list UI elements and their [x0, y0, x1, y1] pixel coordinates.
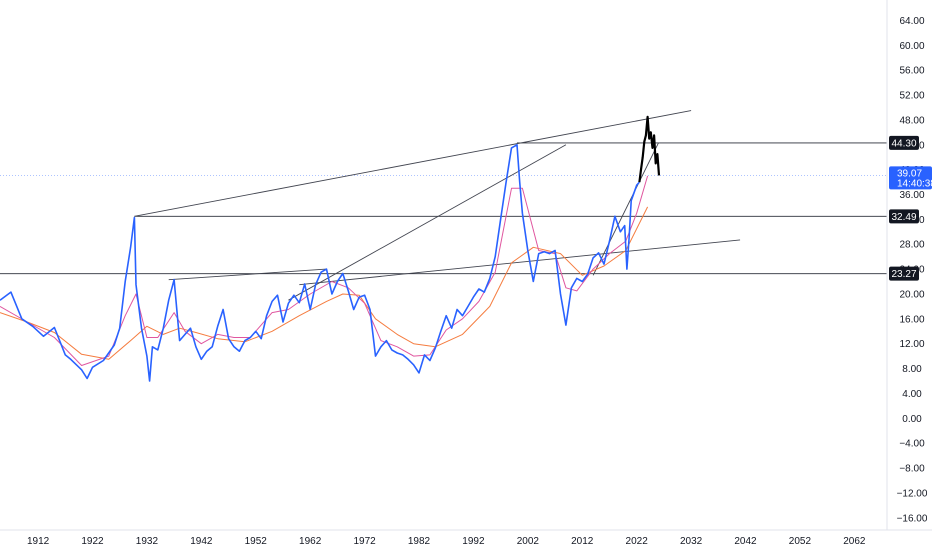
y-tick-label: −16.00 — [897, 513, 928, 524]
y-tick-label: 4.00 — [902, 389, 922, 400]
y-tick-label: 0.00 — [902, 414, 922, 425]
trendline-2[interactable] — [168, 268, 327, 281]
x-tick-label: 2052 — [789, 536, 812, 547]
x-tick-label: 1982 — [408, 536, 431, 547]
trendline-4[interactable] — [299, 239, 741, 286]
y-tick-label: 48.00 — [899, 115, 924, 126]
y-tick-label: −8.00 — [899, 464, 925, 475]
y-tick-label: 64.00 — [899, 16, 924, 27]
y-tick-label: 8.00 — [902, 364, 922, 375]
y-tick-label: 16.00 — [899, 314, 924, 325]
x-tick-label: 2062 — [843, 536, 866, 547]
x-tick-label: 1962 — [299, 536, 322, 547]
trendline-1[interactable] — [134, 110, 692, 217]
y-tick-label: 28.00 — [899, 240, 924, 251]
x-tick-label: 2012 — [571, 536, 594, 547]
x-tick-label: 1932 — [136, 536, 159, 547]
last-price-value: 39.07 — [897, 168, 922, 179]
price-label-badge — [889, 135, 919, 150]
bar-countdown-timer: 14:40:38 — [897, 178, 932, 189]
y-tick-label: 20.00 — [899, 289, 924, 300]
recent-price-line — [638, 115, 661, 183]
time-axis[interactable]: 1912 1922 1932 1942 1952 1962 1972 1982 1992 2002… — [27, 536, 866, 547]
price-label-badge — [889, 209, 919, 224]
y-tick-label: 52.00 — [899, 91, 924, 102]
y-tick-label: 60.00 — [899, 41, 924, 52]
slow-moving-average-line — [0, 206, 649, 360]
price-line — [0, 144, 641, 382]
y-tick-label: 12.00 — [899, 339, 924, 350]
x-tick-label: 1912 — [27, 536, 50, 547]
x-tick-label: 1922 — [81, 536, 104, 547]
x-tick-label: 1952 — [245, 536, 268, 547]
price-label-text: 44.30 — [891, 138, 916, 149]
x-tick-label: 2042 — [734, 536, 757, 547]
trendline-5[interactable] — [592, 142, 659, 276]
y-tick-label: 56.00 — [899, 66, 924, 77]
x-tick-label: 2022 — [626, 536, 649, 547]
trendline-3[interactable] — [288, 144, 567, 301]
x-tick-label: 2002 — [517, 536, 540, 547]
x-tick-label: 1942 — [190, 536, 213, 547]
y-tick-label: −12.00 — [897, 488, 928, 499]
x-tick-label: 1972 — [353, 536, 376, 547]
horizontal-levels — [0, 142, 887, 275]
price-label-text: 23.27 — [891, 269, 916, 280]
price-label-badge — [889, 266, 919, 281]
price-label-text: 32.49 — [891, 212, 916, 223]
last-price-badge — [889, 166, 932, 190]
x-tick-label: 1992 — [462, 536, 485, 547]
x-tick-label: 2032 — [680, 536, 703, 547]
y-tick-label: −4.00 — [899, 439, 925, 450]
price-series — [0, 115, 661, 382]
y-tick-label: 36.00 — [899, 190, 924, 201]
fast-moving-average-line — [0, 175, 649, 366]
trendlines — [134, 110, 741, 301]
